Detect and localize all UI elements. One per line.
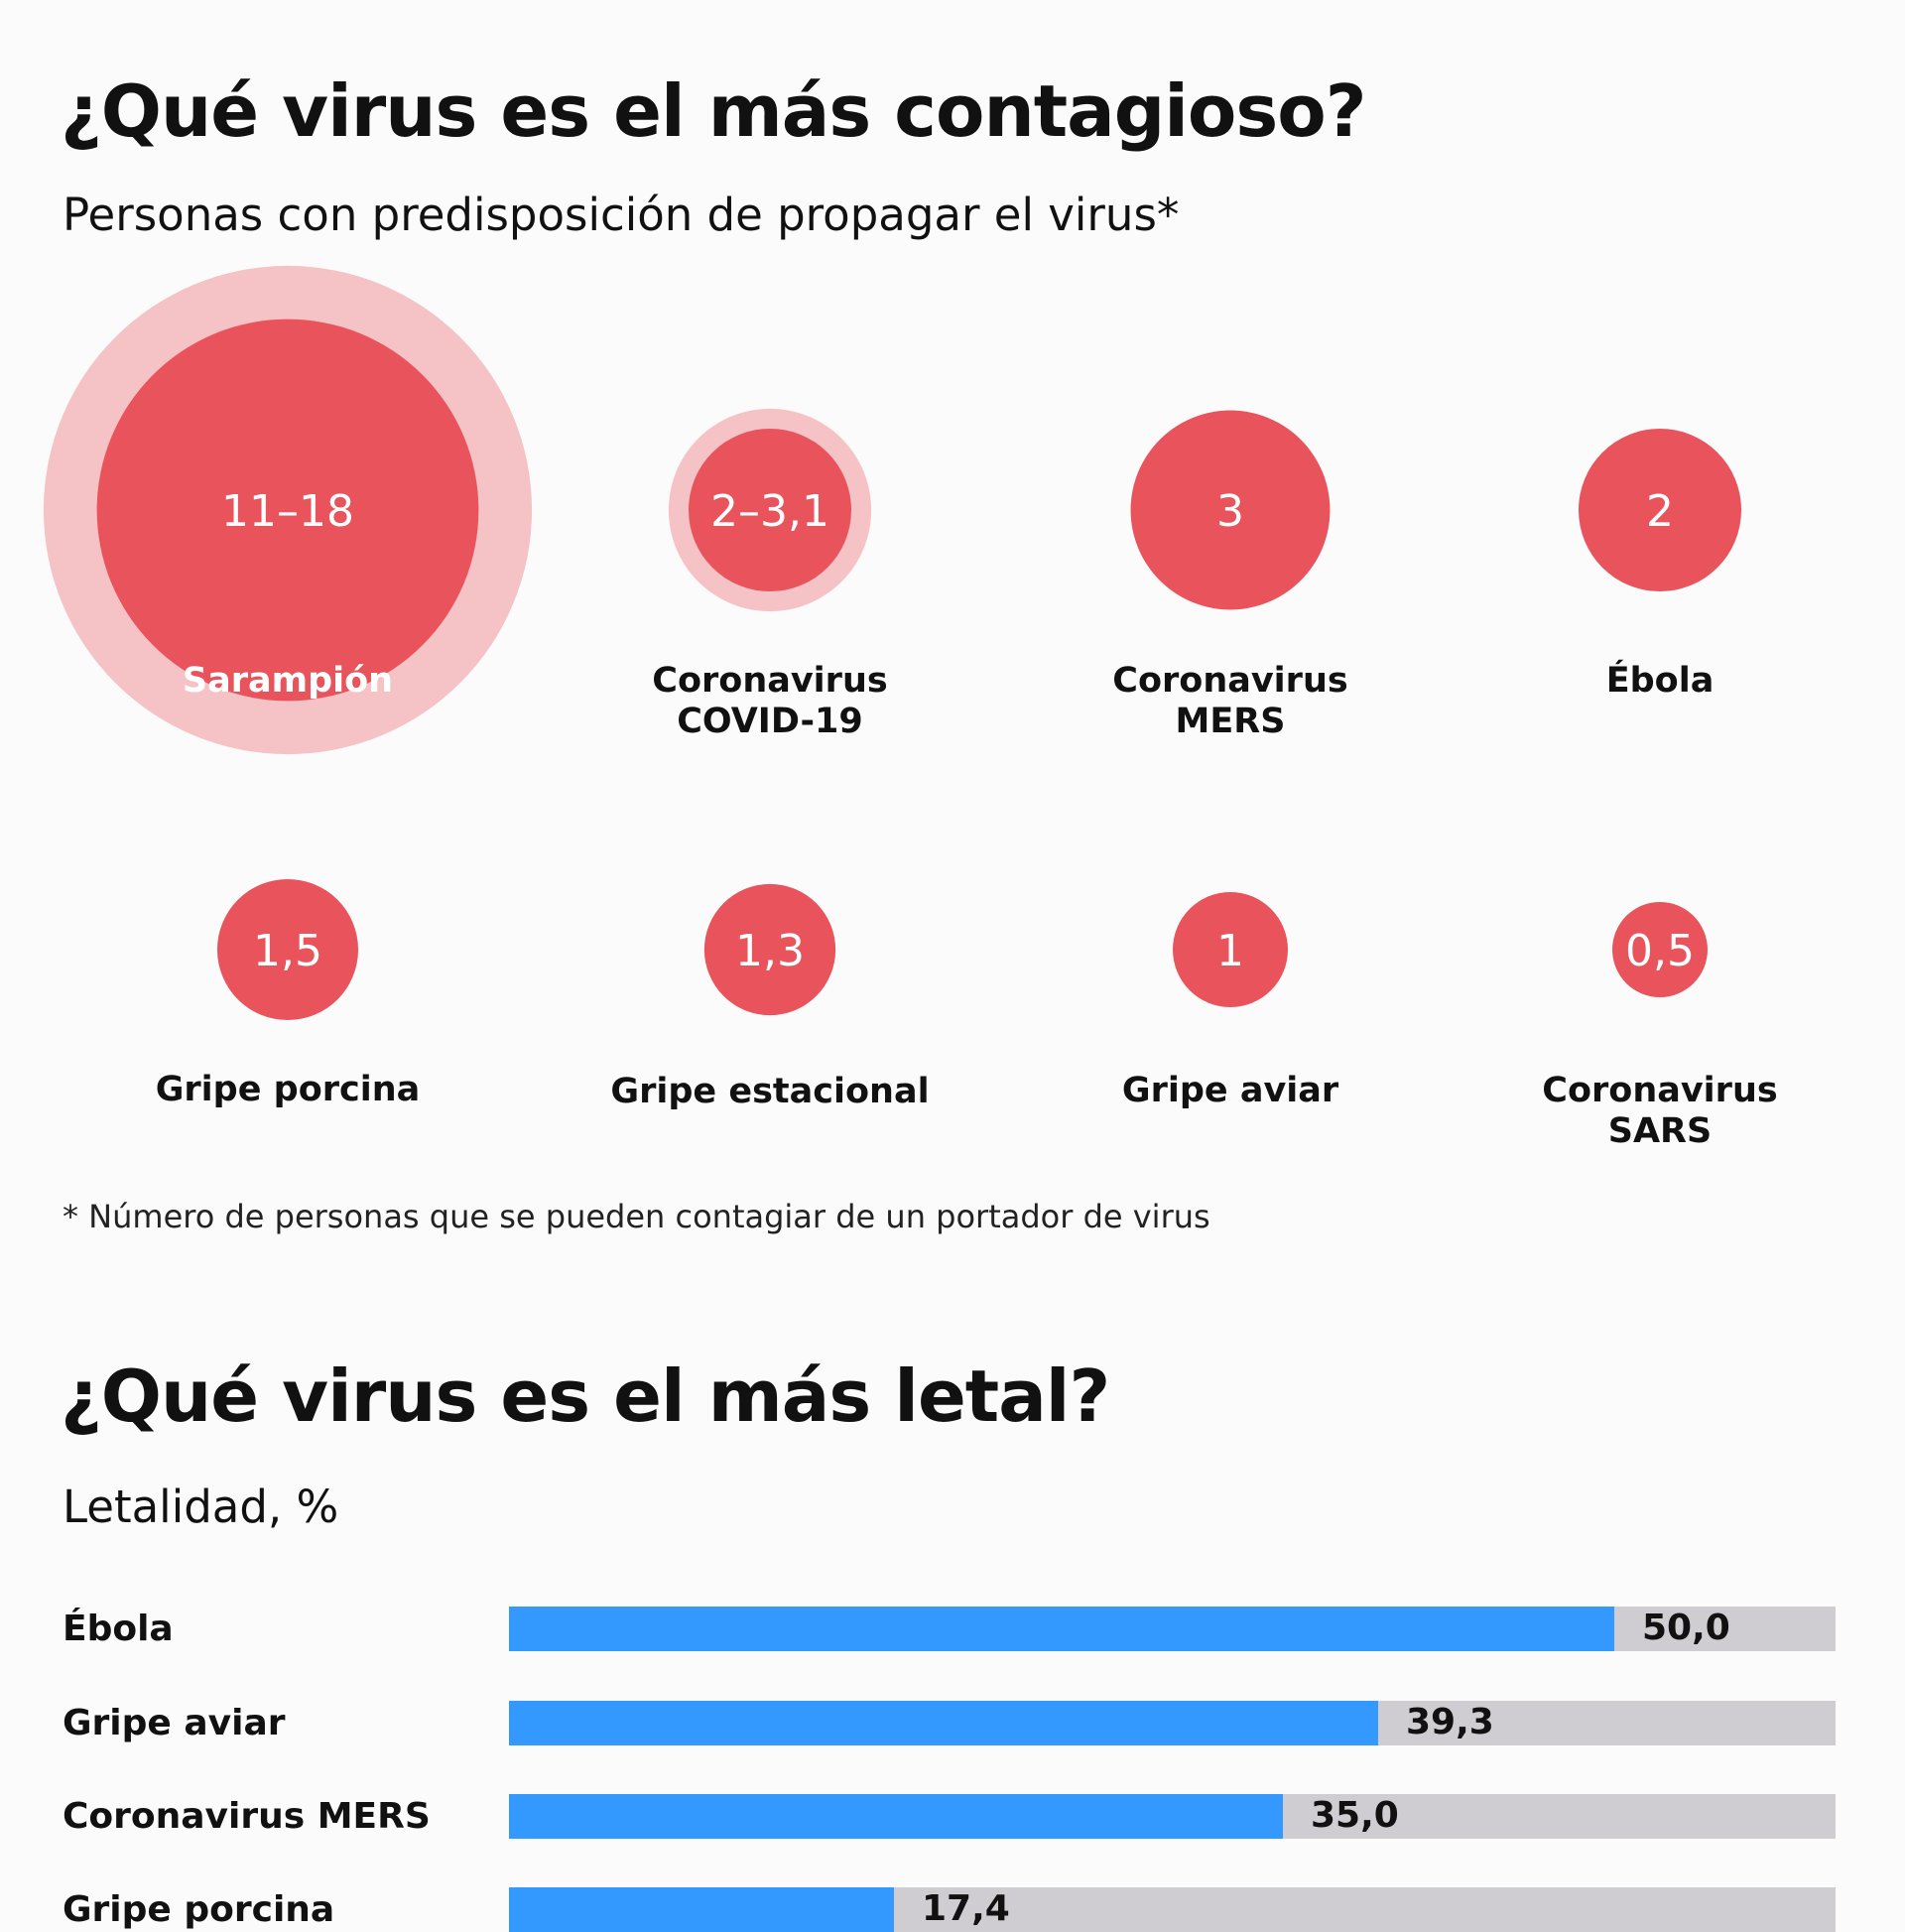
bar-value-label: 17,4 [922,1888,1010,1929]
bubble-value-label: 2 [1646,486,1674,537]
bubble-name-label: Coronavirus [1542,1071,1777,1110]
bubble-name-label: Gripe estacional [610,1072,929,1111]
bar-track: 39,3 [509,1701,1836,1745]
bubble-value [216,878,359,1021]
bar [509,1794,1283,1839]
bubble-chart: 11–18Sarampión2–3,1CoronavirusCOVID-193C… [43,265,1778,1151]
bar [509,1607,1614,1651]
chart-subtitle-contagious: Personas con predisposición de propagar … [63,189,1180,241]
bubble-value [1130,410,1331,610]
bubble-name-label: Ébola [1606,659,1714,701]
bubble-5: 1,3 Gripe estacional [610,883,930,1111]
bubble-name-label: Gripe aviar [1122,1071,1339,1110]
bubble-4: 1,5 Gripe porcina [156,878,421,1109]
bubble-value [688,428,852,592]
bubble-value-label: 2–3,1 [710,486,829,537]
bar-value-label: 50,0 [1642,1608,1730,1648]
bubble-name-label: COVID-19 [677,702,863,741]
bubble-name-label: SARS [1608,1111,1712,1151]
bar-track: 50,0 [509,1607,1836,1651]
bubble-name-label: Coronavirus [652,661,887,701]
bubble-value [96,319,479,702]
bubble-value-label: 3 [1216,486,1244,537]
bar-category-label: Gripe porcina [63,1889,335,1930]
bubble-value-label: 1,5 [253,926,322,976]
bubble-3: 2 Ébola [1578,428,1742,701]
bubble-name-label: Coronavirus [1112,661,1347,701]
bar-track: 17,4 [509,1887,1836,1932]
bubble-value [1612,902,1708,997]
bubble-name-label: Gripe porcina [156,1070,421,1109]
bubble-name-label: Sarampión [183,661,393,701]
bubble-0: 11–18 Sarampión [43,265,533,755]
bubble-value-label: 0,5 [1625,926,1695,976]
bar-category-label: Ébola [63,1609,174,1649]
bar-value-label: 39,3 [1406,1702,1494,1742]
chart-title-lethal: ¿Qué virus es el más letal? [61,1354,1110,1438]
bar-category-label: Gripe aviar [63,1703,286,1743]
bubble-value-label: 11–18 [221,486,354,537]
bar-category-label: Coronavirus MERS [63,1796,431,1837]
bubble-6: 1 Gripe aviar [1122,892,1339,1110]
bubble-value [703,883,836,1016]
bar [509,1701,1378,1745]
bubble-value [1578,428,1742,592]
bubble-value-label: 1,3 [735,926,805,976]
chart-subtitle-lethal: Letalidad, % [63,1481,339,1533]
chart-title-contagious: ¿Qué virus es el más contagioso? [61,69,1366,153]
bar-track: 35,0 [509,1794,1836,1839]
bubble-value-label: 1 [1216,926,1244,976]
bubble-value [1173,892,1288,1007]
bar-value-label: 35,0 [1311,1795,1399,1836]
footnote: * Número de personas que se pueden conta… [63,1198,1210,1235]
bubble-name-label: MERS [1176,702,1286,741]
bar [509,1887,894,1932]
